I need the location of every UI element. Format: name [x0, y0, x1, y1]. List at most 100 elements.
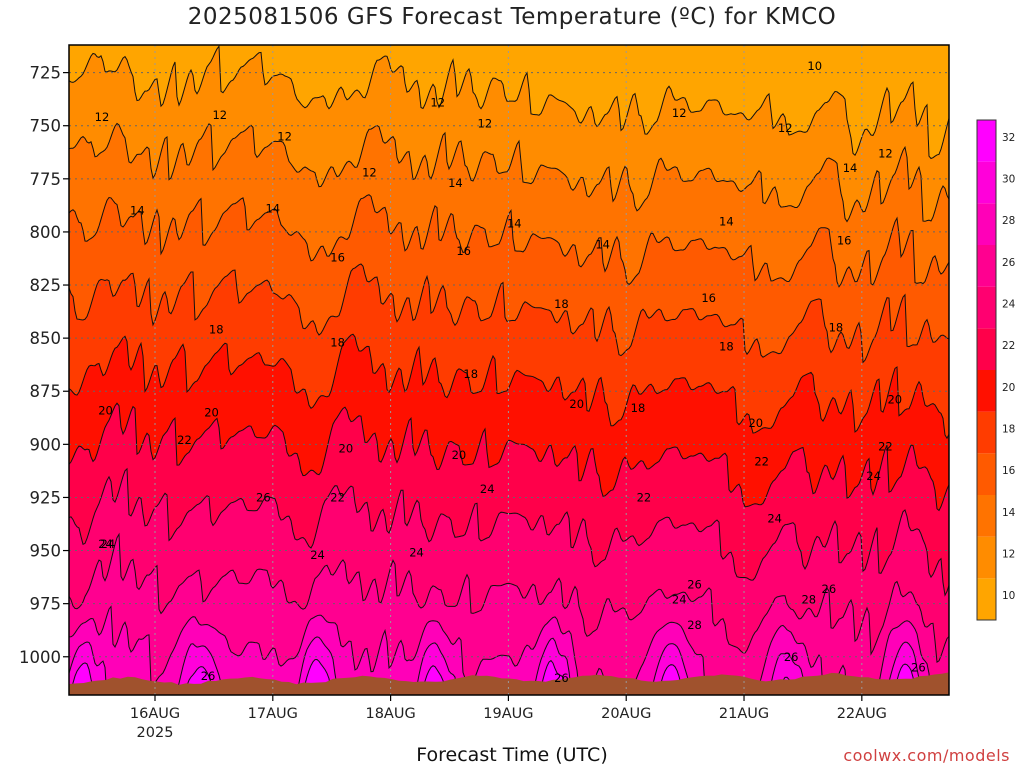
contour-line-26 — [69, 532, 949, 663]
contour-line-22 — [69, 402, 949, 512]
contour-label: 14 — [719, 214, 734, 228]
colorbar-swatch-16 — [977, 453, 996, 495]
contour-label: 28 — [687, 618, 702, 632]
contour-label: 24 — [98, 537, 113, 551]
colorbar-label: 32 — [1002, 132, 1015, 144]
colorbar-label: 28 — [1002, 215, 1015, 227]
colorbar-label: 30 — [1002, 174, 1015, 186]
x-tick-label: 16AUG — [130, 706, 180, 722]
colorbar-label: 22 — [1002, 340, 1015, 352]
colorbar-swatch-18 — [977, 411, 996, 454]
contour-label: 18 — [330, 335, 345, 349]
contour-group: 10 12 12 12 12 12 12 12 12 12 14 14 14 14 14 14 14 16 16 16… — [69, 45, 949, 695]
contour-label: 22 — [177, 433, 192, 447]
contour-label: 26 — [554, 671, 569, 685]
contour-label: 18 — [829, 321, 844, 335]
contour-label: 22 — [330, 490, 345, 504]
contour-line-16 — [69, 194, 949, 288]
x-tick-label: 19AUG — [483, 706, 533, 722]
x-tick-label: 17AUG — [248, 706, 298, 722]
contour-label: 26 — [822, 582, 837, 596]
y-tick-label: 800 — [30, 223, 62, 242]
contour-label: 26 — [911, 660, 926, 674]
contour-label: 20 — [339, 442, 354, 456]
contour-label: 20 — [204, 405, 219, 419]
contour-label: 20 — [452, 448, 467, 462]
chart-title: 2025081506 GFS Forecast Temperature (ºC)… — [187, 4, 837, 30]
colorbar-label: 16 — [1002, 465, 1016, 477]
contour-label: 20 — [748, 416, 763, 430]
contour-label: 14 — [448, 176, 463, 190]
contour-label: 24 — [866, 469, 881, 483]
contour-label: 12 — [362, 165, 377, 179]
colorbar-label: 26 — [1002, 257, 1016, 269]
contour-label: 22 — [754, 454, 769, 468]
contour-label: 14 — [843, 161, 858, 175]
contour-label: 20 — [569, 397, 584, 411]
colorbar-swatch-24 — [977, 286, 996, 329]
watermark: coolwx.com/models — [843, 746, 1010, 765]
contour-label: 16 — [837, 233, 852, 247]
contour-label: 12 — [878, 146, 893, 160]
contour-label: 18 — [554, 297, 569, 311]
contour-label: 24 — [310, 548, 325, 562]
colorbar-swatch-14 — [977, 495, 996, 537]
colorbar-swatch-28 — [977, 203, 996, 245]
x-tick-label: 20AUG — [601, 706, 651, 722]
contour-label: 22 — [878, 439, 893, 453]
colorbar-frame — [976, 119, 997, 621]
x-tick-label: 21AUG — [719, 706, 769, 722]
colorbar-label: 18 — [1002, 424, 1015, 436]
colorbar-swatch-12 — [977, 536, 996, 579]
x-year-label: 2025 — [137, 725, 174, 741]
temperature-band-26 — [69, 534, 949, 695]
y-tick-label: 925 — [30, 488, 62, 507]
colorbar-label: 10 — [1002, 590, 1015, 602]
contour-label: 14 — [595, 238, 610, 252]
contour-line-14 — [69, 122, 949, 223]
y-tick-label: 750 — [30, 117, 62, 136]
contour-label: 12 — [430, 95, 445, 109]
contour-label: 22 — [637, 490, 652, 504]
colorbar-swatch-32 — [977, 120, 996, 162]
colorbar-label: 12 — [1002, 549, 1015, 561]
y-tick-label: 850 — [30, 329, 62, 348]
y-tick-label: 975 — [30, 595, 62, 614]
contour-label: 12 — [672, 106, 687, 120]
contour-label: 24 — [409, 546, 424, 560]
colorbar-label: 24 — [1002, 299, 1016, 311]
colorbar-label: 20 — [1002, 382, 1015, 394]
contour-label: 16 — [456, 244, 471, 258]
y-tick-label: 900 — [30, 435, 62, 454]
contour-label: 20 — [98, 403, 113, 417]
contour-label: 20 — [887, 393, 902, 407]
contour-label: 14 — [265, 202, 280, 216]
contour-label: 16 — [701, 291, 716, 305]
colorbar-swatch-26 — [977, 245, 996, 287]
contour-label: 12 — [95, 110, 110, 124]
y-tick-label: 825 — [30, 276, 62, 295]
contour-label: 24 — [101, 537, 116, 551]
contour-label: 26 — [256, 490, 271, 504]
contour-label: 24 — [767, 512, 782, 526]
contour-line-28 — [69, 605, 932, 695]
colorbar-swatch-30 — [977, 161, 996, 204]
contour-label: 24 — [672, 592, 687, 606]
colorbar-label: 14 — [1002, 507, 1016, 519]
contour-label: 26 — [784, 650, 799, 664]
contour-line-24 — [69, 467, 949, 597]
x-tick-label: 22AUG — [837, 706, 887, 722]
y-tick-label: 725 — [30, 64, 62, 83]
contour-line-12 — [69, 45, 949, 160]
contour-label: 12 — [212, 108, 227, 122]
colorbar-swatch-20 — [977, 370, 996, 412]
contour-line-18 — [69, 263, 949, 364]
colorbar-swatch-10 — [977, 578, 996, 620]
surface-ground — [69, 672, 949, 695]
contour-label: 18 — [719, 340, 734, 354]
contour-label: 18 — [463, 367, 478, 381]
y-tick-label: 875 — [30, 382, 62, 401]
y-tick-label: 775 — [30, 170, 62, 189]
contour-label: 14 — [130, 204, 145, 218]
